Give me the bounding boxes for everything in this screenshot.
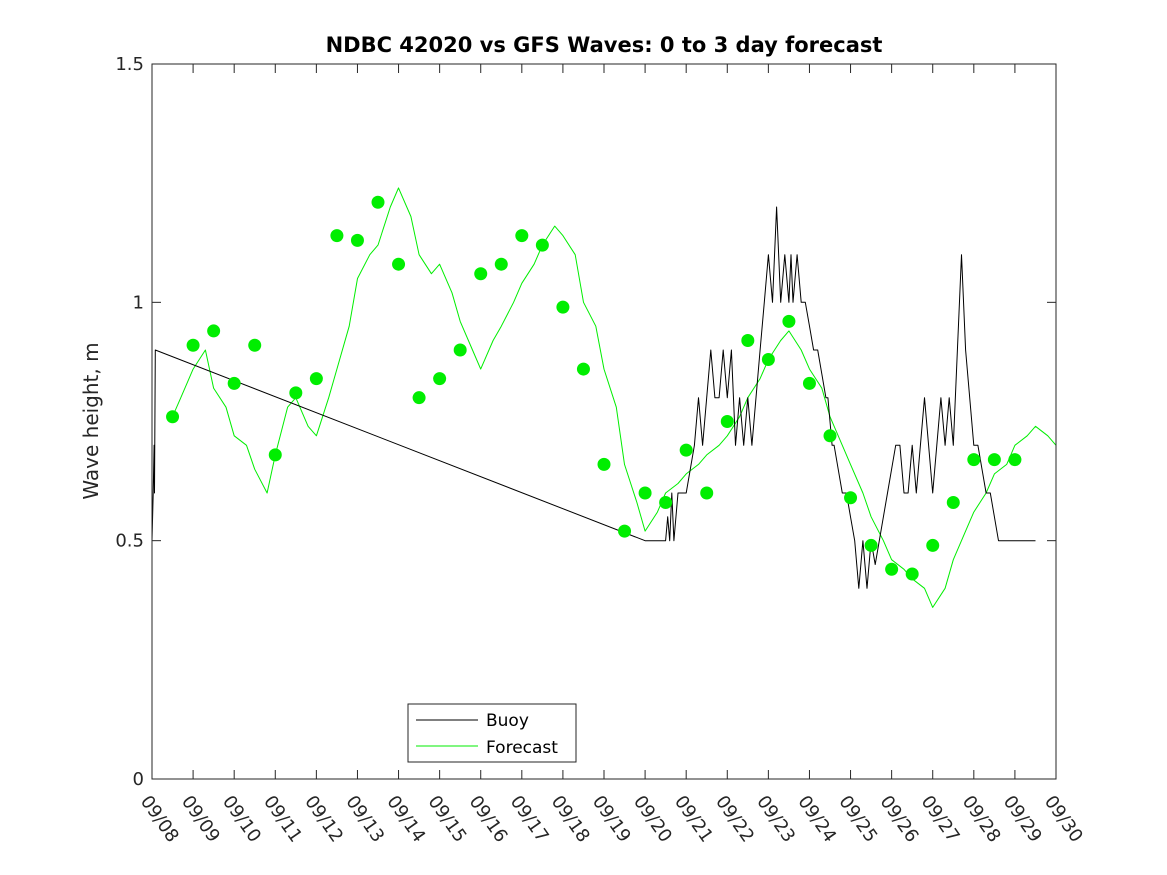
forecast-marker: [700, 486, 714, 500]
y-tick-label: 0.5: [115, 531, 144, 552]
forecast-marker: [967, 453, 981, 467]
forecast-marker: [638, 486, 652, 500]
buoy-lines: [151, 206, 1036, 589]
forecast-marker: [741, 333, 755, 347]
forecast-marker: [576, 362, 590, 376]
forecast-marker: [371, 195, 385, 209]
forecast-marker: [412, 391, 426, 405]
forecast-marker: [885, 562, 899, 576]
forecast-marker: [720, 415, 734, 428]
forecast-marker: [802, 376, 816, 390]
plot-area: [151, 187, 1057, 608]
forecast-marker: [823, 429, 837, 443]
forecast-marker: [186, 338, 200, 352]
forecast-marker: [761, 353, 775, 367]
forecast-marker: [535, 238, 549, 252]
buoy-series-line: [151, 206, 1036, 589]
forecast-marker: [597, 457, 611, 471]
forecast-marker: [330, 229, 344, 243]
y-tick-label: 1: [133, 292, 144, 313]
forecast-marker: [926, 538, 940, 552]
y-axis: 0 0.5 1 1.5: [115, 54, 1056, 790]
forecast-marker: [618, 524, 632, 538]
legend-label-buoy: Buoy: [486, 711, 529, 731]
legend-box: [407, 703, 577, 763]
forecast-marker: [474, 267, 488, 281]
forecast-marker: [864, 538, 878, 552]
forecast-marker: [556, 300, 570, 314]
forecast-marker: [309, 372, 323, 386]
forecast-marker: [433, 372, 447, 386]
forecast-marker: [946, 496, 960, 510]
forecast-marker: [268, 448, 282, 462]
y-tick-label: 0: [133, 769, 144, 790]
legend-label-forecast: Forecast: [486, 738, 558, 758]
forecast-marker: [844, 491, 858, 505]
forecast-marker: [350, 233, 364, 247]
y-tick-label: 1.5: [115, 54, 144, 75]
forecast-marker: [289, 386, 303, 400]
forecast-marker: [453, 343, 467, 357]
forecast-marker: [1008, 453, 1022, 467]
forecast-marker: [248, 338, 262, 352]
y-axis-label: Wave height, m: [79, 342, 103, 499]
forecast-marker: [166, 410, 180, 424]
forecast-marker: [515, 229, 529, 243]
forecast-marker: [782, 314, 796, 328]
forecast-marker: [905, 567, 919, 581]
forecast-marker: [227, 376, 241, 390]
forecast-marker: [207, 324, 221, 338]
legend: Buoy Forecast: [407, 703, 577, 763]
forecast-marker: [987, 453, 1001, 467]
forecast-markers: [166, 195, 1022, 581]
forecast-marker: [494, 257, 508, 271]
forecast-marker: [659, 496, 673, 510]
chart-title: NDBC 42020 vs GFS Waves: 0 to 3 day fore…: [326, 33, 883, 57]
forecast-marker: [679, 443, 693, 457]
forecast-marker: [392, 257, 406, 271]
